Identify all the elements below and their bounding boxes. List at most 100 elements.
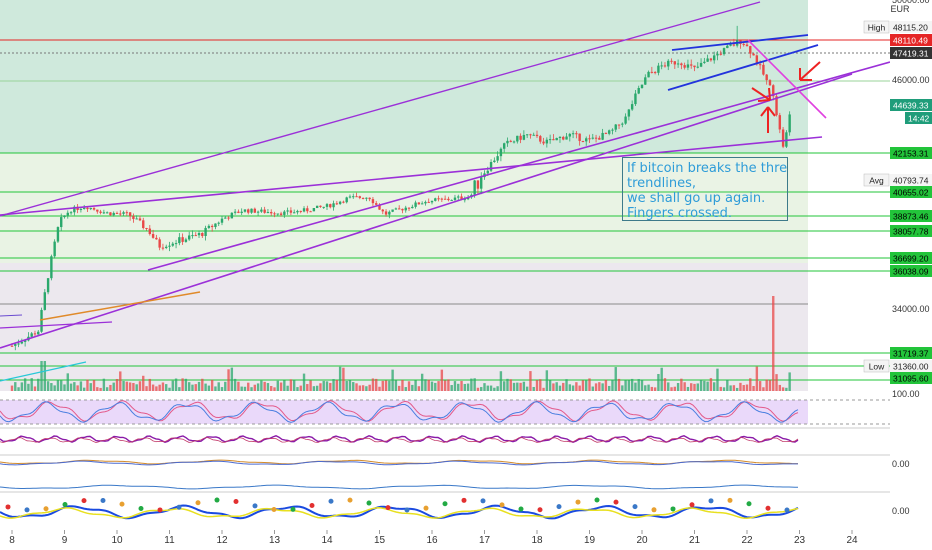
candle-body (332, 203, 335, 208)
candle-body (647, 71, 650, 78)
candle-body (63, 215, 66, 218)
candle-body (729, 44, 732, 46)
volume-bar (470, 378, 473, 391)
trendline-upper-channel (0, 1, 761, 217)
price-label-bg (890, 174, 932, 186)
candle-body (634, 93, 637, 105)
candle-body (703, 61, 706, 63)
price-label-bg (890, 21, 932, 33)
candle-body (788, 114, 791, 133)
volume-bar (230, 367, 234, 391)
annotation-box[interactable]: If bitcoin breaks the three trendlines, … (622, 157, 788, 221)
volume-bar (739, 382, 742, 391)
price-label[interactable]: 31719.37 (890, 347, 932, 359)
volume-bar (617, 378, 621, 391)
candle-body (86, 207, 89, 210)
volume-bar (762, 387, 765, 391)
price-label[interactable]: 44639.33 (890, 99, 932, 111)
candle-body (99, 211, 102, 213)
candle-body (240, 211, 243, 213)
signal-dot (765, 505, 771, 511)
candle-body (732, 44, 736, 46)
volume-bar (539, 379, 542, 391)
candle-body (785, 132, 788, 147)
volume-bar (256, 383, 260, 391)
candle-body (473, 180, 476, 195)
price-label[interactable]: 47419.31 (890, 47, 932, 59)
volume-bar (102, 378, 106, 391)
volume-bar (466, 383, 470, 391)
volume-bar (119, 371, 122, 391)
volume-bar (165, 384, 168, 391)
volume-bar (509, 379, 512, 391)
volume-bar (450, 385, 453, 391)
volume-bar (233, 378, 237, 391)
volume-bar (142, 375, 145, 391)
price-label[interactable]: 36699.20 (890, 252, 932, 264)
candle-body (358, 196, 362, 198)
volume-bar (463, 383, 467, 391)
volume-bar (480, 387, 483, 391)
candle-body (342, 201, 345, 203)
indicator-panes (0, 392, 890, 550)
candle-body (480, 177, 483, 189)
volume-bar (148, 378, 152, 391)
volume-bar (496, 386, 499, 391)
candle-body (555, 137, 558, 141)
volume-bar (781, 387, 785, 391)
price-label[interactable]: 40793.74 Avg (863, 173, 932, 187)
volume-bar (10, 385, 14, 391)
volume-bar (735, 387, 739, 391)
volume-bar (588, 378, 591, 391)
price-label[interactable]: 38057.78 (890, 225, 932, 237)
price-label[interactable]: 48115.20 High (863, 20, 932, 34)
signal-dot (746, 501, 752, 507)
signal-dot (252, 503, 258, 509)
candle-body (644, 77, 647, 85)
signal-dot (708, 498, 714, 504)
signal-dot (537, 507, 543, 513)
price-label[interactable]: 48110.49 (890, 34, 932, 46)
candle-body (575, 133, 578, 135)
price-label-value: 48115.20 (893, 23, 928, 33)
volume-bar (263, 381, 266, 391)
time-axis[interactable]: 8 9 10 11 12 13 14 15 16 17 18 19 20 21 22 23 24 (0, 530, 932, 550)
volume-bar (312, 386, 316, 391)
candle-body (375, 203, 378, 205)
price-label-tag (863, 359, 890, 373)
candle-body (427, 201, 430, 203)
signal-dot (24, 507, 30, 513)
price-label[interactable]: 36038.09 (890, 265, 932, 277)
trendline-support (0, 136, 823, 216)
volume-bar (745, 384, 749, 391)
volume-bar (637, 379, 640, 391)
signal-dot (480, 498, 486, 504)
volume-bar (394, 380, 398, 391)
wave-line (0, 507, 799, 519)
volume-bar (286, 385, 289, 391)
price-label[interactable]: 42153.31 (890, 147, 932, 159)
volume-bar (660, 367, 663, 391)
volume-bar (309, 380, 312, 391)
volume-bar (89, 383, 92, 391)
price-label[interactable]: 31095.60 (890, 372, 932, 384)
price-label[interactable]: 40655.02 (890, 186, 932, 198)
volume-bar (535, 380, 539, 391)
volume-bar (50, 383, 53, 391)
candle-body (719, 53, 722, 55)
candle-body (489, 162, 493, 171)
price-label[interactable]: 14:42 (905, 112, 932, 124)
wedge-top (671, 34, 809, 51)
price-label[interactable]: 38873.46 (890, 210, 932, 222)
volume-bar (693, 383, 696, 391)
volume-bar (581, 380, 585, 391)
price-label[interactable]: 31360.00 Low (863, 359, 932, 373)
candle-body (378, 204, 381, 210)
candle-body (329, 204, 332, 208)
signal-dot (5, 504, 11, 510)
volume-bar (647, 384, 650, 391)
candle-body (463, 199, 467, 201)
price-label-value: 40793.74 (893, 176, 929, 186)
